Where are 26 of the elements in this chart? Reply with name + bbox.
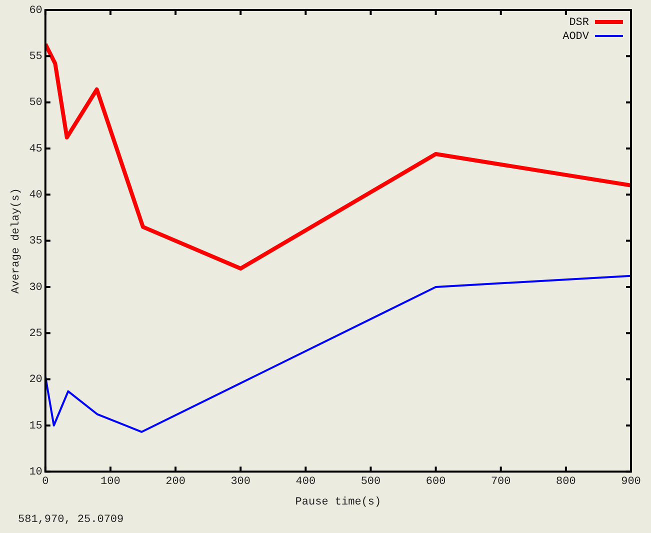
x-tick-label: 900 (621, 476, 641, 488)
y-tick-label: 60 (29, 4, 42, 17)
y-tick-label: 45 (29, 143, 42, 156)
x-tick-label: 0 (42, 476, 49, 488)
y-tick-label: 40 (29, 190, 42, 202)
y-tick-label: 35 (29, 236, 42, 248)
y-tick-label: 15 (29, 420, 42, 432)
legend-label: AODV (562, 30, 590, 43)
x-tick-label: 400 (296, 476, 316, 488)
x-tick-label: 700 (490, 476, 511, 488)
x-tick-label: 100 (100, 476, 120, 488)
x-tick-label: 800 (556, 476, 576, 488)
y-tick-label: 50 (29, 97, 42, 110)
y-tick-label: 25 (29, 328, 42, 340)
x-tick-label: 500 (360, 476, 381, 488)
x-tick-label: 200 (166, 476, 186, 488)
y-tick-label: 55 (29, 51, 42, 64)
x-tick-label: 300 (230, 476, 251, 488)
legend-label: DSR (569, 16, 590, 29)
x-axis-title: Pause time(s) (295, 496, 382, 508)
y-tick-label: 20 (29, 374, 42, 386)
text: 581,970, 25.0709 (18, 514, 124, 526)
y-axis-title: Average delay(s) (10, 188, 23, 294)
y-tick-label: 10 (29, 466, 42, 479)
y-tick-label: 30 (29, 282, 42, 294)
x-tick-label: 600 (426, 476, 446, 488)
